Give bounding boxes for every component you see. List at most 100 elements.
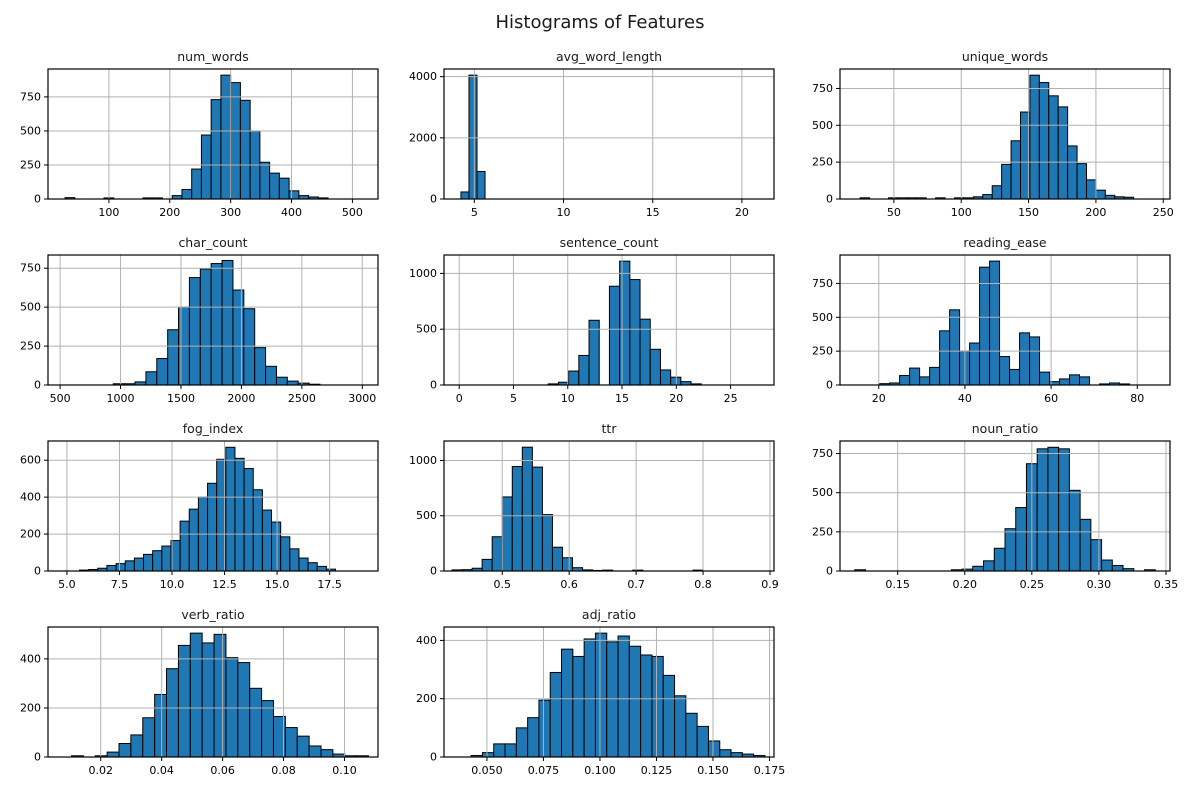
svg-text:250: 250	[20, 158, 41, 171]
svg-text:0: 0	[456, 392, 463, 404]
svg-text:0.02: 0.02	[88, 764, 113, 776]
svg-text:0.150: 0.150	[697, 764, 729, 776]
figure-title: Histograms of Features	[495, 12, 705, 33]
histogram-avg-word-length: 5 10 15 20 0 2000 4000	[409, 68, 775, 218]
svg-text:0.050: 0.050	[471, 764, 503, 776]
histogram-num-words: 100 200 300 400 500 0 250 500 750	[20, 68, 379, 218]
svg-text:0: 0	[34, 193, 41, 206]
subplot-unique-words: unique_words 50 100 150 200 250 0 250 500 750	[800, 48, 1196, 234]
subplot-title: reading_ease	[963, 235, 1047, 250]
svg-text:0.10: 0.10	[332, 764, 357, 776]
svg-text:4000: 4000	[409, 70, 437, 83]
svg-text:0: 0	[34, 379, 41, 392]
svg-text:0.5: 0.5	[493, 578, 511, 590]
svg-text:2500: 2500	[288, 392, 316, 404]
svg-text:40: 40	[958, 392, 972, 404]
histogram-fog-index: 5.0 7.5 10.0 12.5 15.0 17.5 0 200 400 600	[20, 440, 379, 590]
svg-text:500: 500	[20, 124, 41, 137]
subplot-verb-ratio: verb_ratio 0.02 0.04 0.06 0.08 0.10 0 200 400	[8, 606, 404, 792]
svg-text:250: 250	[1153, 206, 1174, 218]
svg-text:0.20: 0.20	[953, 578, 978, 590]
svg-text:0: 0	[430, 751, 437, 764]
svg-text:0: 0	[430, 379, 437, 392]
svg-text:250: 250	[812, 156, 833, 169]
svg-text:100: 100	[951, 206, 972, 218]
histogram-verb-ratio: 0.02 0.04 0.06 0.08 0.10 0 200 400	[20, 626, 379, 776]
svg-text:20: 20	[735, 206, 749, 218]
svg-text:0.9: 0.9	[761, 578, 779, 590]
svg-text:300: 300	[220, 206, 241, 218]
svg-text:0.15: 0.15	[885, 578, 910, 590]
svg-text:400: 400	[416, 634, 437, 647]
histogram-char-count: 500 1000 1500 2000 2500 3000 0 250 500 750	[20, 254, 379, 404]
svg-text:10: 10	[557, 206, 571, 218]
svg-text:250: 250	[812, 345, 833, 358]
histogram-noun-ratio: 0.15 0.20 0.25 0.30 0.35 0 250 500 750	[812, 440, 1179, 590]
svg-text:750: 750	[20, 90, 41, 103]
svg-text:0: 0	[34, 751, 41, 764]
svg-text:600: 600	[20, 454, 41, 467]
svg-text:15: 15	[615, 392, 629, 404]
svg-text:500: 500	[50, 392, 71, 404]
histogram-sentence-count: 0 5 10 15 20 25 0 500 1000	[409, 254, 775, 404]
svg-text:400: 400	[20, 652, 41, 665]
subplot-fog-index: fog_index 5.0 7.5 10.0 12.5 15.0 17.5 0 200 400 6…	[8, 420, 404, 606]
svg-text:100: 100	[98, 206, 119, 218]
svg-text:500: 500	[416, 323, 437, 336]
svg-text:750: 750	[812, 277, 833, 290]
svg-text:0.8: 0.8	[694, 578, 712, 590]
svg-text:200: 200	[1085, 206, 1106, 218]
svg-text:20: 20	[669, 392, 683, 404]
svg-text:150: 150	[1018, 206, 1039, 218]
svg-text:200: 200	[159, 206, 180, 218]
svg-text:15.0: 15.0	[265, 578, 290, 590]
svg-text:1000: 1000	[409, 454, 437, 467]
subplot-title: num_words	[177, 49, 249, 64]
subplot-title: fog_index	[182, 421, 244, 436]
svg-text:400: 400	[281, 206, 302, 218]
svg-text:500: 500	[416, 509, 437, 522]
svg-text:0.04: 0.04	[149, 764, 174, 776]
subplot-title: sentence_count	[559, 235, 659, 250]
subplot-ttr: ttr 0.5 0.6 0.7 0.8 0.9 0 500 1000	[404, 420, 800, 606]
svg-text:12.5: 12.5	[212, 578, 237, 590]
svg-text:2000: 2000	[227, 392, 255, 404]
subplot-noun-ratio: noun_ratio 0.15 0.20 0.25 0.30 0.35 0 250 500 75…	[800, 420, 1196, 606]
subplot-title: char_count	[178, 235, 248, 250]
svg-text:400: 400	[20, 491, 41, 504]
svg-text:60: 60	[1044, 392, 1058, 404]
svg-text:0.100: 0.100	[584, 764, 616, 776]
svg-text:50: 50	[887, 206, 901, 218]
svg-text:0: 0	[430, 565, 437, 578]
svg-text:5: 5	[471, 206, 478, 218]
svg-text:250: 250	[812, 525, 833, 538]
svg-text:250: 250	[20, 340, 41, 353]
subplot-sentence-count: sentence_count 0 5 10 15 20 25 0 500 1000	[404, 234, 800, 420]
svg-text:0.35: 0.35	[1154, 578, 1179, 590]
subplot-grid: num_words 100 200 300 400 500 0 250 500 750 avg_…	[8, 48, 1196, 792]
svg-text:750: 750	[20, 262, 41, 275]
svg-text:80: 80	[1130, 392, 1144, 404]
svg-text:10.0: 10.0	[160, 578, 185, 590]
svg-text:2000: 2000	[409, 131, 437, 144]
svg-text:0: 0	[34, 565, 41, 578]
svg-text:0: 0	[826, 565, 833, 578]
subplot-avg-word-length: avg_word_length 5 10 15 20 0 2000 4000	[404, 48, 800, 234]
svg-text:0: 0	[826, 193, 833, 206]
svg-text:500: 500	[812, 311, 833, 324]
svg-text:0.30: 0.30	[1087, 578, 1112, 590]
svg-text:0.125: 0.125	[641, 764, 673, 776]
subplot-title: ttr	[601, 421, 617, 436]
subplot-char-count: char_count 500 1000 1500 2000 2500 3000 0 250 50…	[8, 234, 404, 420]
svg-text:0.7: 0.7	[627, 578, 645, 590]
histogram-reading-ease: 20 40 60 80 0 250 500 750	[812, 254, 1171, 404]
histogram-adj-ratio: 0.050 0.075 0.100 0.125 0.150 0.175 0 200 400	[416, 626, 785, 776]
svg-text:10: 10	[561, 392, 575, 404]
svg-text:17.5: 17.5	[317, 578, 342, 590]
svg-text:15: 15	[646, 206, 660, 218]
subplot-title: unique_words	[961, 49, 1049, 64]
svg-text:0.06: 0.06	[210, 764, 235, 776]
svg-text:1500: 1500	[167, 392, 195, 404]
svg-text:3000: 3000	[348, 392, 376, 404]
